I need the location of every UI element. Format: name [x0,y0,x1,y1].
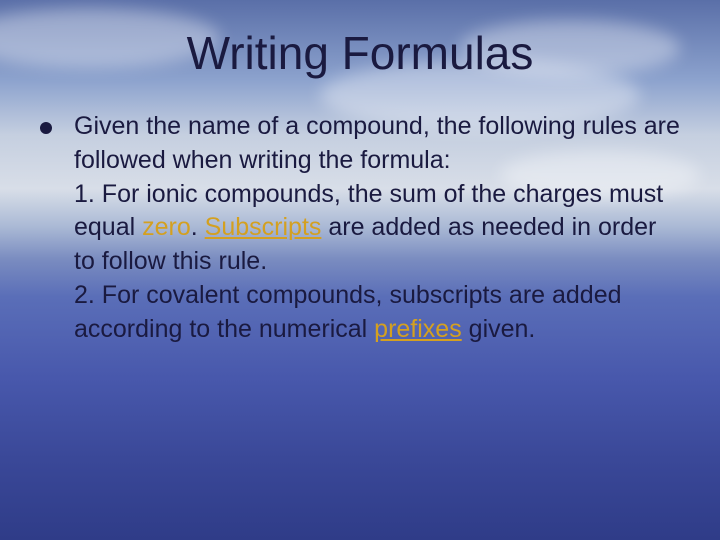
highlight-prefixes: prefixes [374,315,462,343]
bullet-block: Given the name of a compound, the follow… [40,110,680,346]
slide: Writing Formulas Given the name of a com… [0,0,720,540]
rule1-part-b: . [191,213,205,241]
body-text: Given the name of a compound, the follow… [74,110,680,346]
bullet-icon [40,122,52,134]
lead-text: Given the name of a compound, the follow… [74,112,680,174]
slide-title: Writing Formulas [40,26,680,80]
highlight-zero: zero [142,213,191,241]
rule2-part-b: given. [462,315,536,343]
rule2-part-a: 2. For covalent compounds, subscripts ar… [74,281,622,343]
highlight-subscripts: Subscripts [205,213,322,241]
